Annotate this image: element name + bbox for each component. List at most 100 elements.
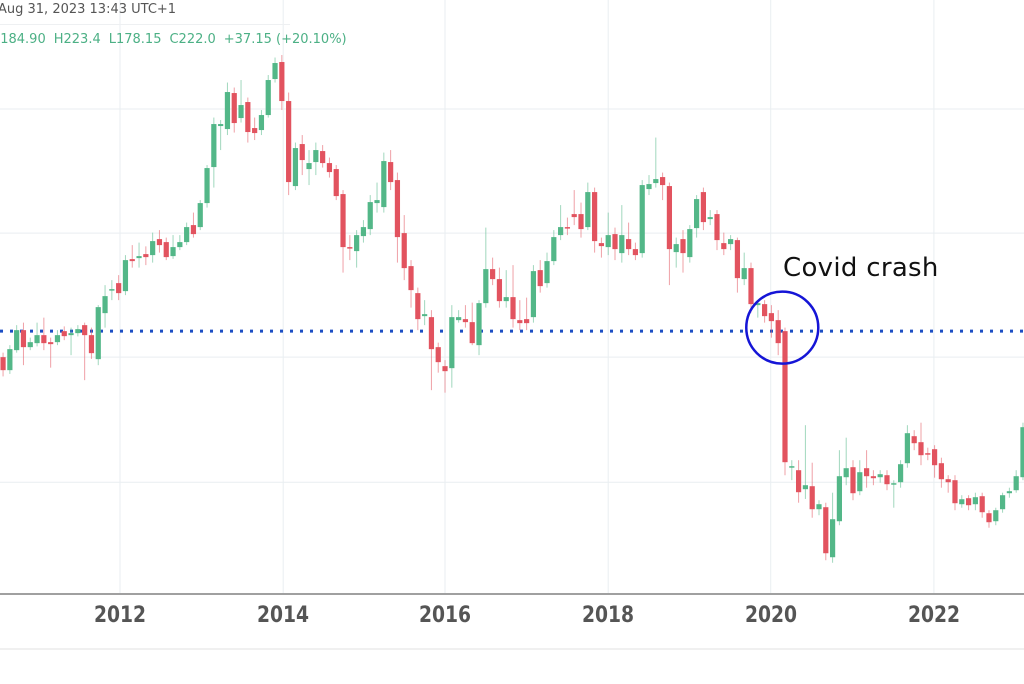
candle-body [7,349,13,371]
candle-body [272,63,278,80]
candle [537,260,543,293]
legend-close: C222.0 [169,32,216,47]
candle [326,157,333,178]
candle [299,135,305,176]
candle-body [646,184,652,190]
candle [721,232,727,256]
candle-body [0,357,6,371]
candle [592,187,598,253]
candle-body [632,249,639,256]
candle-body [245,102,251,133]
candle [75,325,81,337]
candle [252,117,258,141]
candle-body [490,269,496,280]
candle-body [279,62,285,102]
candle-body [340,194,346,248]
candle-body [918,442,924,456]
candle-body [809,486,815,510]
candle-body [551,237,557,262]
candle [320,145,326,168]
candle-body [476,303,482,346]
x-tick-label: 2018 [582,603,635,628]
candle-body [768,313,774,322]
candle [129,245,135,268]
candle [666,182,673,286]
candle-body [333,169,339,197]
candle-body [408,266,414,291]
candle-body [775,320,781,344]
candle [306,150,312,186]
candle [931,445,938,478]
candle-body [863,468,870,477]
candle [469,302,475,346]
candle-body [299,144,305,161]
candle-body [626,239,632,250]
candle [999,492,1006,513]
candle-body [544,261,550,284]
candle-body [204,168,210,204]
candle [14,325,20,353]
candle-body [190,225,197,235]
candle-body [503,297,509,302]
candle [245,97,251,143]
candle [347,235,353,261]
candle [211,117,217,188]
candle [218,120,224,151]
legend-high: H223.4 [53,32,101,47]
candle [551,230,557,266]
candle-body [707,217,713,220]
candle-body [748,268,754,305]
candle-body [639,185,645,254]
candle-body [857,472,863,492]
candle-body [510,297,516,320]
candle [122,255,129,296]
candle-body [585,192,591,228]
candle [694,195,700,238]
candle [408,260,414,308]
candle-body [388,162,394,183]
candle-body [428,317,435,350]
legend-low: L178.15 [108,32,162,47]
candle [197,200,203,231]
candle [619,205,625,263]
annotation-label: Covid crash [783,253,939,283]
candle-body [374,200,380,204]
candle [82,322,88,381]
candle [755,300,761,318]
candle-body [1013,476,1019,491]
candle-body [530,271,537,318]
candle-body [265,80,271,116]
candle [612,227,618,261]
candle-body [75,329,81,334]
candle-body [972,497,978,505]
candle-body [462,319,469,323]
x-tick-label: 2016 [418,603,472,628]
candle-body [524,319,530,324]
candle [381,152,387,213]
candle [428,310,435,391]
candle [490,257,496,286]
candle-body [238,105,244,119]
candle-body [150,241,156,256]
candle-body [401,233,407,269]
candle-body [782,331,788,463]
candle-body [789,466,795,468]
candle [177,235,183,251]
candle-body [578,214,584,230]
candle-body [197,203,203,228]
candle-body [347,247,353,249]
candle [700,187,707,231]
candle-body [143,254,149,258]
candle-body [938,463,944,480]
candle-body [945,479,951,483]
candle [870,470,876,486]
candle-body [1006,491,1012,494]
grid [0,0,1024,594]
candle [496,267,503,308]
candle [231,87,237,133]
candle [510,265,516,328]
candle-body [959,499,965,505]
candle-body [598,243,605,247]
candle-body [449,317,455,369]
